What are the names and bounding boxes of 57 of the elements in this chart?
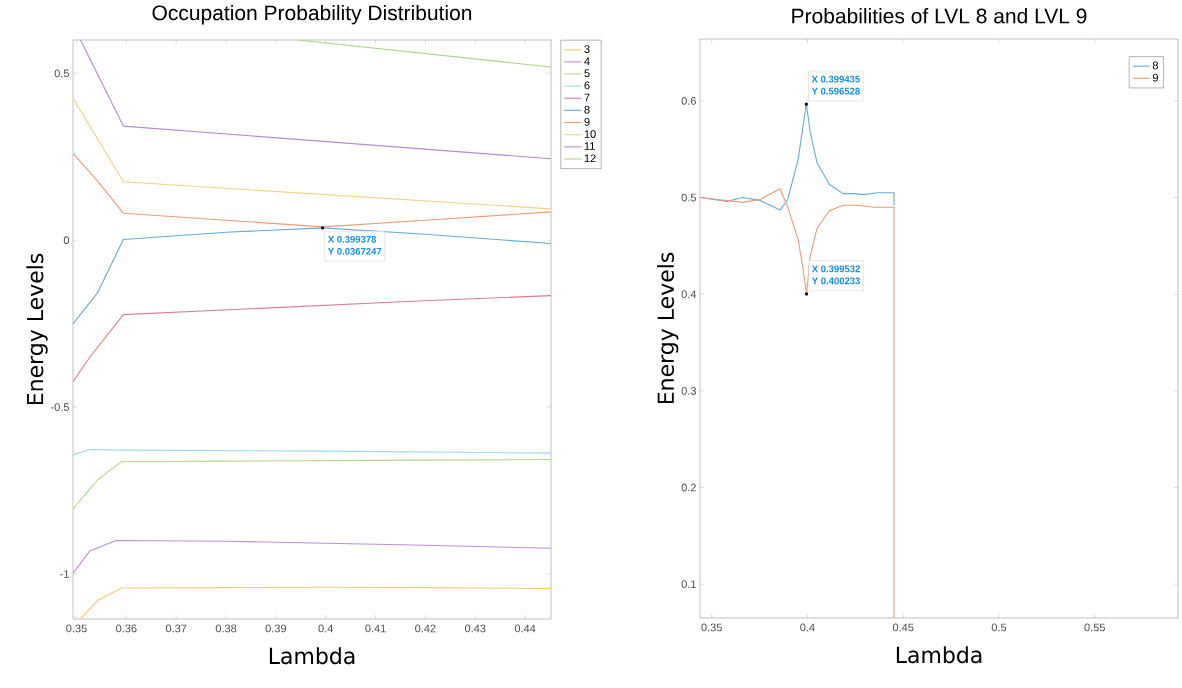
line-series [79, 586, 552, 619]
legend-label: 9 [584, 117, 590, 126]
x-tick-label: 0.43 [464, 624, 486, 633]
y-axis-title: Energy Levels [26, 253, 48, 405]
legend-label: 4 [584, 57, 590, 65]
line-series [73, 295, 552, 383]
x-axis-title: Lambda [896, 646, 982, 664]
legend-label: 9 [1152, 73, 1158, 82]
x-tick-label: 0.36 [116, 624, 137, 633]
annotation: X 0.399378 [327, 235, 377, 243]
y-axis-title: Energy Levels [657, 252, 679, 404]
x-tick-label: 0.55 [1084, 623, 1105, 632]
y-tick-label: 0.5 [54, 69, 69, 78]
x-tick-label: 0.37 [165, 624, 187, 633]
line-series [700, 188, 895, 618]
legend-label: 6 [584, 81, 590, 90]
legend-label: 3 [584, 45, 590, 53]
annotation: Y 0.0367247 [327, 247, 382, 255]
y-tick-label: -1 [60, 570, 69, 578]
y-tick-label: 0.2 [681, 483, 696, 492]
y-tick-label: 0.5 [681, 193, 697, 202]
x-tick-label: 0.42 [415, 624, 436, 633]
y-tick-label: 0.1 [681, 580, 696, 589]
x-tick-label: 0.35 [701, 623, 722, 632]
y-tick-label: 0.6 [681, 96, 696, 105]
y-tick-label: 0 [63, 236, 70, 245]
y-tick-label: 0.3 [681, 386, 696, 395]
line-series [700, 102, 895, 211]
legend-label: 8 [1152, 61, 1158, 70]
annotation: Y 0.596528 [811, 87, 860, 95]
x-axis-title: Lambda [269, 647, 355, 665]
x-tick-label: 0.41 [365, 624, 386, 633]
chart-title: Probabilities of LVL 8 and LVL 9 [792, 8, 1087, 24]
legend-label: 5 [584, 69, 590, 78]
legend-label: 7 [584, 93, 590, 102]
x-tick-label: 0.4 [318, 624, 334, 633]
chart-title: Occupation Probability Distribution [152, 4, 472, 25]
y-tick-label: -0.5 [51, 403, 69, 411]
line-series [73, 458, 552, 510]
line-series [73, 540, 552, 574]
x-tick-label: 0.44 [514, 624, 536, 633]
x-tick-label: 0.45 [892, 623, 914, 632]
legend-label: 11 [584, 142, 595, 150]
y-tick-label: 0.4 [681, 290, 697, 299]
annotation: X 0.399435 [811, 75, 860, 83]
line-series [73, 226, 552, 325]
x-tick-label: 0.35 [66, 624, 87, 633]
x-tick-label: 0.38 [215, 624, 237, 633]
annotation: X 0.399532 [811, 265, 860, 273]
x-tick-label: 0.5 [991, 623, 1007, 632]
legend-label: 8 [584, 105, 590, 114]
legend-label: 12 [584, 154, 596, 163]
annotation: Y 0.400233 [811, 277, 860, 285]
x-tick-label: 0.39 [265, 624, 287, 633]
line-series [73, 152, 552, 228]
legend-label: 10 [584, 130, 596, 138]
x-tick-label: 0.4 [800, 623, 815, 632]
